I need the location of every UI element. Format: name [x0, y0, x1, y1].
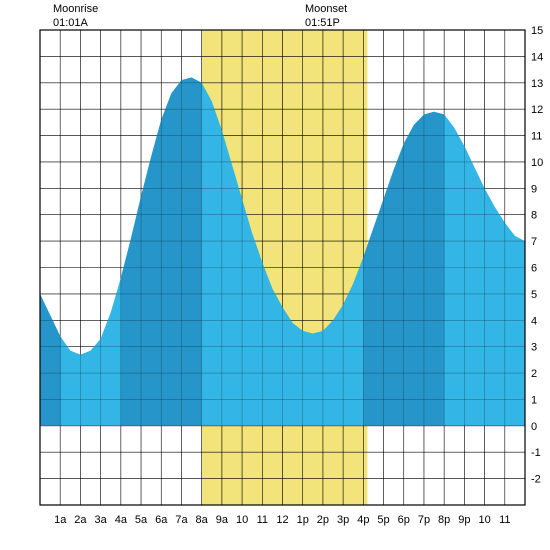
moonset-title: Moonset — [305, 3, 347, 15]
x-tick-label: 2a — [74, 514, 87, 526]
y-tick-label: 13 — [531, 78, 543, 90]
x-tick-label: 7a — [175, 514, 188, 526]
y-tick-label: 0 — [531, 421, 537, 433]
x-tick-label: 6a — [155, 514, 168, 526]
chart-svg: -2-101234567891011121314151a2a3a4a5a6a7a… — [0, 0, 550, 550]
x-tick-label: 11 — [257, 514, 268, 526]
y-tick-label: 15 — [531, 25, 543, 37]
x-tick-label: 8a — [196, 514, 209, 526]
moonrise-time: 01:01A — [53, 17, 88, 29]
x-tick-label: 9p — [458, 514, 470, 526]
x-tick-label: 4p — [357, 514, 369, 526]
x-tick-label: 6p — [398, 514, 410, 526]
x-tick-label: 2p — [317, 514, 329, 526]
x-tick-label: 1p — [297, 514, 309, 526]
y-tick-label: 8 — [531, 210, 537, 222]
x-tick-label: 10 — [236, 514, 248, 526]
y-tick-label: 7 — [531, 236, 537, 248]
y-tick-label: 10 — [531, 157, 543, 169]
y-tick-label: 6 — [531, 263, 537, 275]
y-tick-label: 3 — [531, 342, 537, 354]
moonset-time: 01:51P — [305, 17, 340, 29]
moonrise-title: Moonrise — [53, 3, 98, 15]
x-tick-label: 3a — [95, 514, 108, 526]
x-tick-label: 8p — [438, 514, 450, 526]
y-tick-label: 11 — [531, 131, 542, 143]
y-tick-label: 5 — [531, 289, 537, 301]
x-tick-label: 7p — [418, 514, 430, 526]
x-tick-label: 5p — [377, 514, 389, 526]
x-tick-label: 5a — [135, 514, 148, 526]
moonrise-label: Moonrise 01:01A — [53, 2, 98, 31]
x-tick-label: 11 — [499, 514, 510, 526]
x-tick-label: 1a — [54, 514, 67, 526]
x-tick-label: 10 — [478, 514, 490, 526]
y-tick-label: 14 — [531, 51, 543, 63]
y-tick-label: 1 — [531, 394, 537, 406]
x-tick-label: 4a — [115, 514, 128, 526]
y-tick-label: 9 — [531, 183, 537, 195]
y-tick-label: 12 — [531, 104, 543, 116]
y-tick-label: -2 — [531, 474, 541, 486]
y-tick-label: 4 — [531, 315, 537, 327]
x-tick-label: 12 — [276, 514, 288, 526]
moonset-label: Moonset 01:51P — [305, 2, 347, 31]
y-tick-label: -1 — [531, 447, 541, 459]
y-tick-label: 2 — [531, 368, 537, 380]
x-tick-label: 3p — [337, 514, 349, 526]
tide-chart: Moonrise 01:01A Moonset 01:51P -2-101234… — [0, 0, 550, 550]
x-tick-label: 9a — [216, 514, 229, 526]
